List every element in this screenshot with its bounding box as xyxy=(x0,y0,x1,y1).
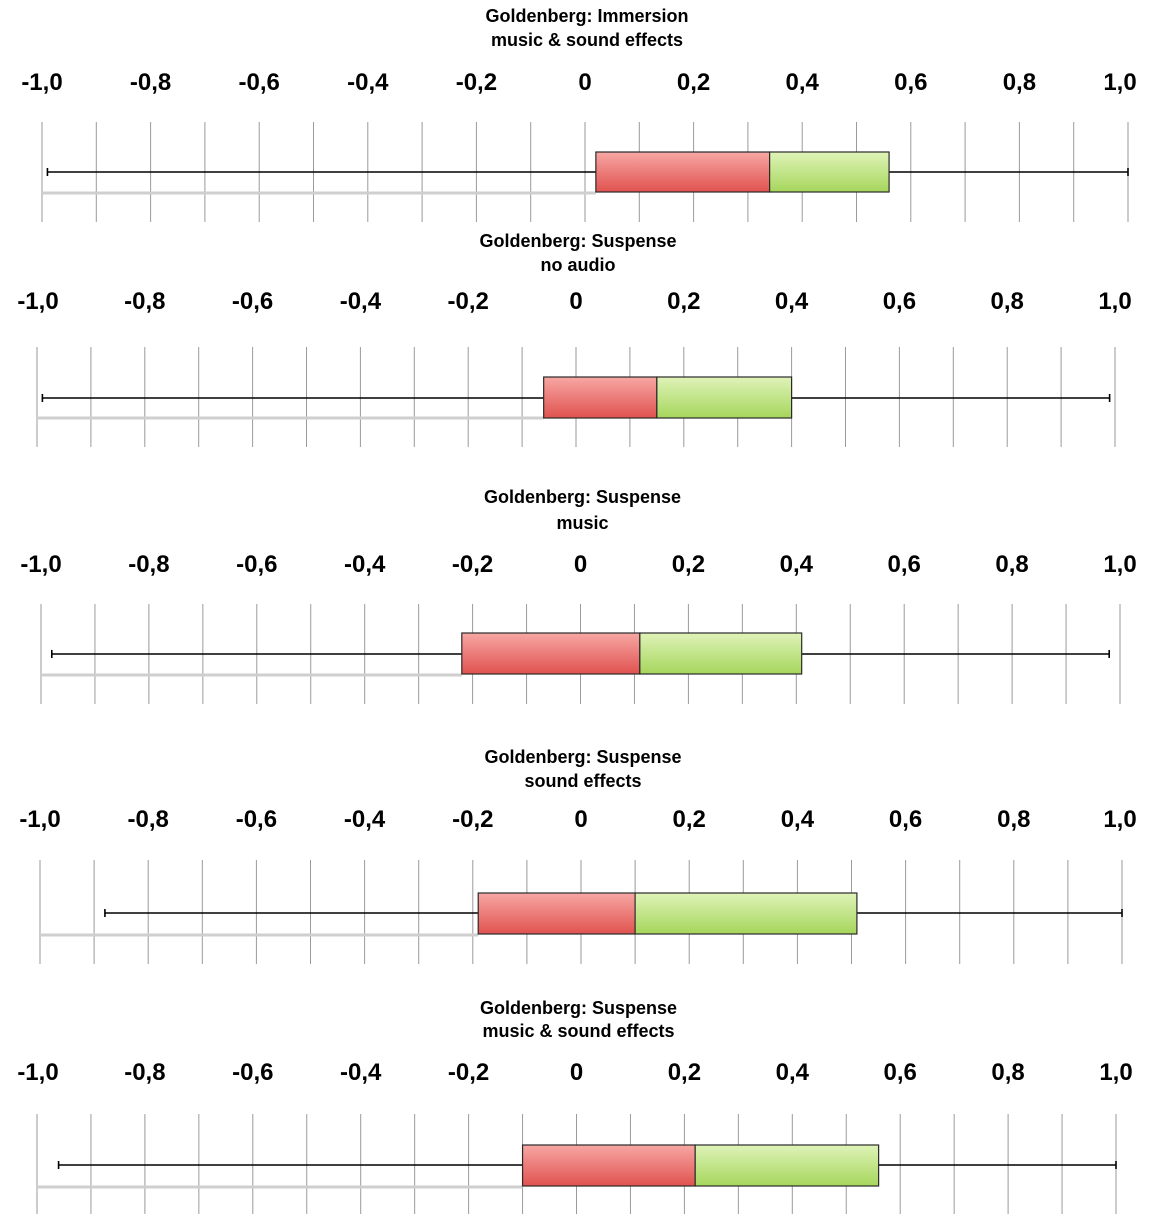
tick-label: -0,4 xyxy=(347,69,389,96)
chart-title: sound effects xyxy=(524,771,641,791)
tick-label: 0 xyxy=(574,806,587,833)
tick-label: 0 xyxy=(574,551,587,578)
tick-label: -0,8 xyxy=(130,69,171,96)
tick-label: 0 xyxy=(578,69,591,96)
tick-label: 1,0 xyxy=(1103,806,1136,833)
tick-label: 0,8 xyxy=(1003,69,1036,96)
tick-label: 0 xyxy=(569,288,582,315)
tick-label: -0,2 xyxy=(452,551,493,578)
chart-title: music xyxy=(556,513,608,533)
chart-title: Goldenberg: Suspense xyxy=(480,998,677,1018)
tick-label: 0,4 xyxy=(775,288,809,315)
chart-title: no audio xyxy=(541,255,616,275)
chart-title: Goldenberg: Suspense xyxy=(484,487,681,507)
tick-label: 0,8 xyxy=(995,551,1028,578)
tick-label: -0,8 xyxy=(128,551,169,578)
chart-title: Goldenberg: Suspense xyxy=(479,231,676,251)
box-upper-quartile xyxy=(769,151,890,193)
tick-label: 0,8 xyxy=(997,806,1030,833)
tick-label: -0,4 xyxy=(340,1059,382,1086)
tick-label: -0,6 xyxy=(239,69,280,96)
tick-label: 0,6 xyxy=(884,1059,917,1086)
tick-label: 0,2 xyxy=(677,69,710,96)
box-lower-quartile xyxy=(461,632,641,675)
tick-label: -0,2 xyxy=(456,69,497,96)
tick-label: 0,6 xyxy=(889,806,922,833)
tick-label: 0,4 xyxy=(781,806,815,833)
tick-label: 1,0 xyxy=(1103,69,1136,96)
tick-label: 0,2 xyxy=(672,551,705,578)
tick-label: 0,2 xyxy=(673,806,706,833)
tick-label: 0,6 xyxy=(894,69,927,96)
tick-label: 1,0 xyxy=(1103,551,1136,578)
box-lower-quartile xyxy=(477,892,636,935)
tick-label: -0,8 xyxy=(124,1059,165,1086)
tick-label: 0,4 xyxy=(786,69,820,96)
tick-label: -1,0 xyxy=(19,806,60,833)
tick-label: 0,6 xyxy=(883,288,916,315)
tick-label: -0,2 xyxy=(448,288,489,315)
tick-label: -0,6 xyxy=(236,551,277,578)
box-lower-quartile xyxy=(595,151,771,193)
tick-label: -0,4 xyxy=(344,551,386,578)
tick-label: 0,4 xyxy=(776,1059,810,1086)
tick-label: 1,0 xyxy=(1098,288,1131,315)
tick-label: -1,0 xyxy=(21,69,62,96)
box-upper-quartile xyxy=(634,892,858,935)
tick-label: -1,0 xyxy=(17,1059,58,1086)
tick-label: -0,4 xyxy=(344,806,386,833)
tick-label: -0,6 xyxy=(232,288,273,315)
tick-label: 0,2 xyxy=(668,1059,701,1086)
chart-title: music & sound effects xyxy=(482,1021,674,1041)
tick-label: -0,2 xyxy=(448,1059,489,1086)
tick-label: -0,8 xyxy=(128,806,169,833)
tick-label: -0,8 xyxy=(124,288,165,315)
tick-label: -1,0 xyxy=(20,551,61,578)
chart-title: Goldenberg: Suspense xyxy=(484,747,681,767)
tick-label: -1,0 xyxy=(17,288,58,315)
tick-label: -0,6 xyxy=(236,806,277,833)
tick-label: -0,6 xyxy=(232,1059,273,1086)
tick-label: 0,8 xyxy=(991,1059,1024,1086)
chart-title: music & sound effects xyxy=(491,30,683,50)
tick-label: 0,4 xyxy=(780,551,814,578)
box-lower-quartile xyxy=(521,1144,696,1187)
box-lower-quartile xyxy=(543,376,658,419)
tick-label: -0,4 xyxy=(340,288,382,315)
tick-label: 0,2 xyxy=(667,288,700,315)
tick-label: -0,2 xyxy=(452,806,493,833)
chart-title: Goldenberg: Immersion xyxy=(485,6,688,26)
tick-label: 0,8 xyxy=(991,288,1024,315)
tick-label: 0,6 xyxy=(888,551,921,578)
box-upper-quartile xyxy=(656,376,793,419)
box-upper-quartile xyxy=(694,1144,880,1187)
box-upper-quartile xyxy=(639,632,803,675)
tick-label: 0 xyxy=(570,1059,583,1086)
tick-label: 1,0 xyxy=(1099,1059,1132,1086)
